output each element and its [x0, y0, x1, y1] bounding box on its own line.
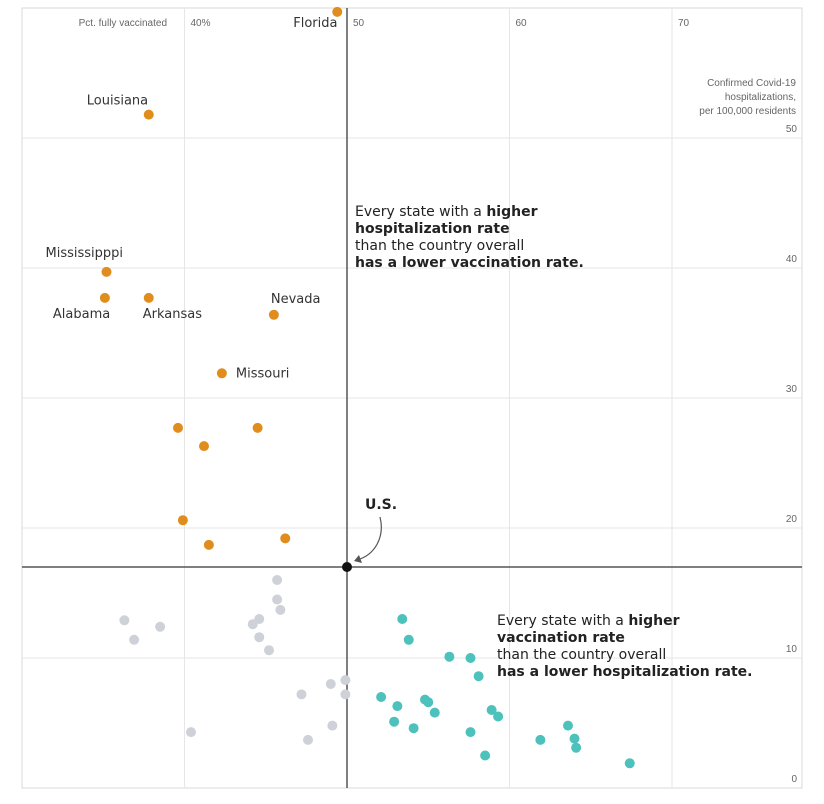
data-point-higher_vax [486, 705, 497, 715]
tick-labels: 40% 50 60 70 10 20 30 40 50 0 [191, 18, 798, 785]
state-label: Nevada [271, 292, 321, 307]
data-point-higher_vax [571, 742, 582, 753]
data-point-higher_vax [473, 671, 484, 682]
annotation-text: than the country overall [355, 238, 524, 254]
data-point-higher_hosp [199, 441, 209, 452]
data-point-other [254, 632, 265, 643]
annotation-text: higher [486, 204, 537, 220]
annotation-text: Every state with a [497, 613, 628, 629]
y-axis-title-line: Confirmed Covid-19 [707, 78, 796, 89]
data-point-other [119, 615, 130, 626]
x-tick-label: 40% [191, 18, 211, 29]
x-tick-label: 70 [678, 18, 690, 29]
annotation-bottom: Every state with a higher vaccination rat… [497, 613, 752, 680]
reference-lines [22, 8, 802, 788]
annotation-text: vaccination rate [497, 630, 625, 646]
x-axis-title: Pct. fully vaccinated [79, 18, 167, 29]
data-point-higher_vax [403, 634, 414, 645]
data-point-higher_hosp [143, 109, 154, 120]
data-point-other [272, 594, 283, 605]
y-axis-title-line: hospitalizations, [725, 92, 796, 103]
annotations: Every state with a higher hospitalization… [355, 204, 752, 680]
state-label: Arkansas [143, 307, 202, 322]
data-point-other [129, 634, 140, 645]
y-tick-label: 20 [786, 514, 798, 525]
data-point-higher_hosp [216, 368, 227, 379]
data-point-higher_hosp [252, 422, 263, 433]
data-point-higher_vax [444, 651, 455, 662]
y-tick-label: 0 [791, 774, 797, 785]
data-point-higher_hosp [173, 422, 183, 433]
x-tick-label: 60 [516, 18, 528, 29]
data-point-higher_hosp [280, 533, 291, 544]
data-point-other [303, 734, 313, 745]
data-point-other [340, 675, 351, 686]
data-point-higher_vax [397, 614, 408, 624]
y-axis-title: Confirmed Covid-19 hospitalizations, per 1… [699, 78, 796, 117]
gridlines [22, 8, 802, 788]
data-point-higher_vax [408, 723, 419, 734]
y-tick-label: 30 [786, 384, 798, 395]
state-label: Alabama [53, 307, 110, 322]
data-point-higher_vax [624, 758, 635, 769]
x-tick-label: 50 [353, 18, 365, 29]
data-point-higher_hosp [101, 266, 112, 277]
data-point-other [325, 679, 336, 689]
data-point-higher_hosp [143, 292, 154, 303]
annotation-text: higher [628, 613, 679, 629]
annotation-text: has a lower hospitalization rate. [497, 664, 752, 680]
data-point-higher_vax [535, 734, 546, 745]
data-point-higher_vax [569, 733, 580, 744]
data-point-higher_vax [465, 727, 476, 738]
y-axis-title-line: per 100,000 residents [699, 106, 796, 117]
data-point-other [155, 621, 166, 632]
y-tick-label: 40 [786, 254, 798, 265]
data-point-other [327, 720, 338, 731]
data-point-other [296, 689, 307, 700]
data-point-other [264, 645, 274, 656]
state-label: Louisiana [87, 94, 148, 109]
data-point-other [247, 619, 258, 630]
data-point-higher_hosp [332, 6, 343, 17]
us-point-label: U.S. [365, 497, 397, 513]
data-point-higher_hosp [203, 539, 214, 550]
data-point-higher_vax [389, 716, 400, 727]
data-point-higher_vax [465, 653, 476, 663]
axis-titles: Pct. fully vaccinated Confirmed Covid-19… [79, 18, 797, 117]
data-point-higher_hosp [99, 292, 110, 303]
data-point-other [275, 604, 286, 615]
data-point-higher_vax [480, 750, 491, 761]
data-point-other [272, 575, 283, 585]
data-points: Florida Louisiana Mississipppi Alabama Arkan… [46, 6, 635, 769]
annotation-text: than the country overall [497, 647, 666, 663]
annotation-top: Every state with a higher hospitalization… [355, 204, 584, 271]
state-label: Florida [293, 16, 337, 31]
y-tick-label: 10 [786, 644, 798, 655]
annotation-text: has a lower vaccination rate. [355, 255, 584, 271]
data-point-higher_vax [563, 720, 573, 731]
us-point [342, 562, 352, 572]
us-arrow [356, 516, 382, 561]
state-label: Mississipppi [46, 246, 124, 261]
data-point-higher_vax [493, 711, 504, 722]
state-label: Missouri [236, 366, 290, 381]
us-marker-group: U.S. [342, 497, 397, 572]
data-point-other [186, 727, 196, 738]
data-point-higher_hosp [268, 309, 279, 320]
data-point-other [340, 689, 351, 700]
data-point-higher_vax [429, 707, 440, 718]
us-arrowhead [354, 555, 362, 563]
data-point-higher_vax [423, 697, 434, 708]
annotation-text: hospitalization rate [355, 221, 510, 237]
data-point-higher_vax [392, 701, 403, 712]
y-tick-label: 50 [786, 124, 798, 135]
annotation-text: Every state with a [355, 204, 486, 220]
data-point-higher_vax [376, 692, 387, 702]
data-point-higher_hosp [177, 515, 188, 526]
